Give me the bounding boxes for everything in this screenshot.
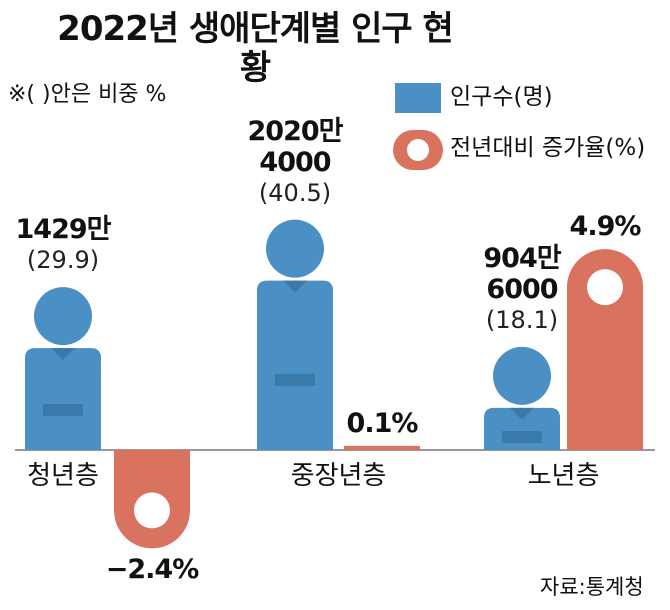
category-label: 노년층 xyxy=(527,461,600,491)
legend-swatch xyxy=(395,83,441,113)
title: 2022년 생애단계별 인구 현황 xyxy=(57,9,454,89)
person-body xyxy=(25,348,101,450)
share-label: (18.1) xyxy=(485,305,559,334)
category-label: 청년층 xyxy=(27,461,99,491)
growth-bar xyxy=(344,445,420,450)
person-neck xyxy=(283,280,307,293)
value-label: 4.9% xyxy=(569,211,642,243)
value-label: −2.4% xyxy=(105,554,200,586)
growth-bar xyxy=(567,249,643,450)
growth-icon xyxy=(134,492,170,529)
share-label: (40.5) xyxy=(258,178,332,207)
person-legs xyxy=(502,431,542,444)
person-head xyxy=(493,346,551,405)
person-neck xyxy=(51,348,75,361)
value-label: 2020만 4000 xyxy=(247,115,344,178)
growth-shape xyxy=(567,249,643,450)
value-label: 904만 6000 xyxy=(483,242,561,305)
growth-icon xyxy=(587,269,623,306)
growth-bar xyxy=(114,450,190,549)
source: 자료:통계청 xyxy=(540,575,644,599)
value-label: 0.1% xyxy=(346,407,419,439)
share-label: (29.9) xyxy=(26,246,100,275)
person-legs xyxy=(275,373,315,386)
person-legs xyxy=(43,404,83,417)
category-label: 중장년층 xyxy=(290,461,387,491)
growth-shape xyxy=(344,445,420,450)
legend-label: 전년대비 증가율(%) xyxy=(450,135,646,161)
legend-icon xyxy=(407,139,429,161)
person-bar xyxy=(25,287,101,450)
person-neck xyxy=(510,407,534,420)
legend-label: 인구수(명) xyxy=(450,84,553,110)
person-body xyxy=(257,280,333,450)
value-label: 1429만 xyxy=(15,214,112,246)
note: ※( )안은 비중 % xyxy=(8,82,167,107)
person-bar xyxy=(257,219,333,450)
person-bar xyxy=(484,346,560,450)
person-head xyxy=(34,287,92,346)
person-head xyxy=(266,219,324,278)
